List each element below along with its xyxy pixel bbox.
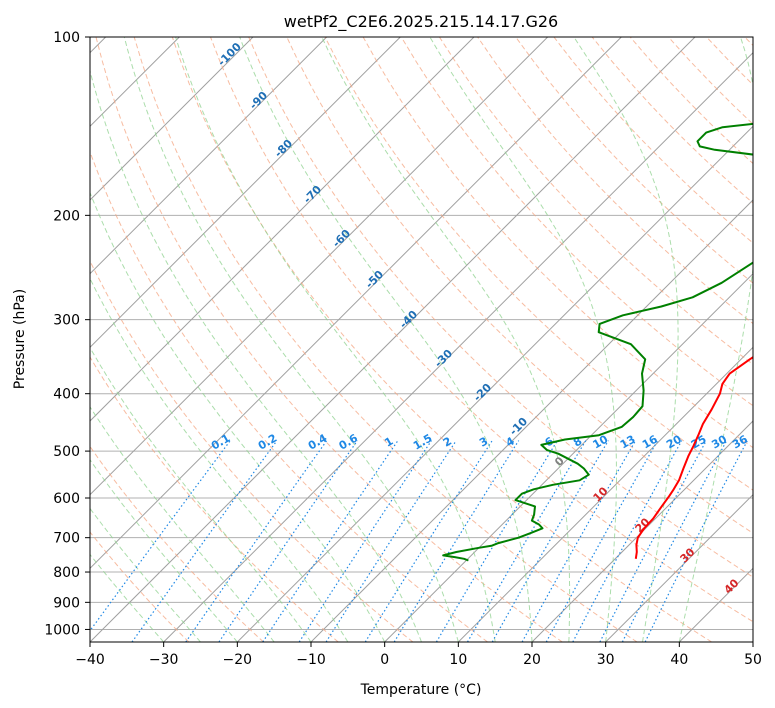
mixing-ratio-line (491, 440, 609, 642)
isotherm (90, 37, 254, 201)
x-tick-label: 30 (597, 652, 615, 668)
y-tick-label: 1000 (44, 622, 80, 638)
moist-adiabat (90, 405, 275, 642)
moist-adiabat (429, 37, 617, 642)
moist-adiabat (175, 37, 496, 642)
mixing-ratio-line (466, 440, 587, 642)
dry-adiabat (90, 531, 190, 642)
y-tick-label: 900 (53, 595, 80, 611)
mixing-ratio-lines (90, 440, 748, 642)
mixing-ratio-line (545, 440, 659, 642)
x-tick-label: 40 (670, 652, 688, 668)
mixing-ratio-line (185, 440, 328, 642)
isotherm (90, 37, 475, 422)
isotherm (163, 51, 753, 642)
dry-adiabat (90, 445, 264, 642)
x-axis: −40 −30 −20 −10 0 10 20 30 40 50 (75, 642, 762, 668)
y-tick-label: 800 (53, 565, 80, 581)
chart-title: wetPf2_C2E6.2025.215.14.17.G26 (284, 12, 558, 32)
x-tick-label: 10 (449, 652, 467, 668)
moist-adiabat (123, 37, 459, 642)
moist-adiabat (239, 37, 533, 642)
isotherm (605, 493, 753, 642)
mixing-ratio-line (262, 440, 399, 642)
mixing-ratio-line (131, 440, 278, 642)
y-tick-label: 600 (53, 491, 80, 507)
y-tick-label: 100 (53, 30, 80, 46)
dry-adiabat (248, 37, 753, 578)
mixing-ratio-line (325, 440, 457, 642)
dry-adiabat (90, 356, 339, 642)
mixing-ratio-line (90, 440, 231, 632)
x-tick-label: −20 (223, 652, 253, 668)
isotherm (90, 37, 622, 570)
dry-adiabat (95, 37, 563, 642)
isotherm (457, 346, 753, 642)
mixing-ratio-line (435, 440, 558, 642)
moist-adiabats (90, 37, 753, 642)
y-axis: 100 200 300 400 500 600 700 800 900 1000 (44, 30, 90, 638)
moist-adiabat (573, 37, 679, 642)
mixing-ratio-line (644, 440, 748, 642)
moist-adiabat (90, 191, 386, 642)
isotherm (90, 37, 401, 349)
isotherm (90, 37, 328, 275)
dry-adiabat (400, 37, 753, 407)
mixing-ratio-line (572, 440, 683, 642)
moist-adiabat (90, 458, 238, 642)
isotherm (236, 125, 753, 642)
x-tick-label: −10 (296, 652, 326, 668)
y-tick-label: 400 (53, 387, 80, 403)
x-axis-label: Temperature (°C) (360, 682, 482, 698)
x-tick-label: 20 (523, 652, 541, 668)
dry-adiabat (171, 37, 712, 642)
y-tick-label: 700 (53, 531, 80, 547)
isotherm (384, 272, 753, 642)
plot-frame (89, 36, 754, 643)
dry-adiabat (515, 37, 753, 284)
dry-adiabat (210, 37, 753, 623)
moist-adiabat (90, 346, 312, 642)
x-tick-label: −30 (149, 652, 179, 668)
plot-area: -100-90-80-70-60-50-40-30-20-10010203040… (90, 37, 753, 642)
mixing-ratio-line (298, 440, 432, 642)
y-tick-label: 500 (53, 444, 80, 460)
dry-adiabats (90, 37, 753, 642)
y-tick-label: 300 (53, 313, 80, 329)
mixing-ratio-line (393, 440, 520, 642)
series-layer (442, 122, 753, 562)
mixing-ratio-line (521, 440, 637, 642)
y-axis-label: Pressure (hPa) (12, 289, 28, 389)
x-tick-label: 0 (380, 652, 389, 668)
x-tick-label: 50 (744, 652, 762, 668)
mixing-ratio-line (364, 440, 493, 642)
dry-adiabat (324, 37, 753, 491)
isotherm (90, 37, 549, 496)
dewpoint-profile-line (442, 122, 753, 562)
isotherm (531, 420, 753, 642)
dry-adiabat (438, 37, 753, 366)
temperature-profile-line (634, 356, 753, 559)
moist-adiabat (678, 37, 753, 642)
dry-adiabat (90, 259, 414, 642)
y-tick-label: 200 (53, 208, 80, 224)
dry-adiabat (90, 150, 488, 642)
moist-adiabat (90, 277, 349, 642)
dry-adiabat (133, 37, 638, 642)
x-tick-label: −40 (75, 652, 105, 668)
moist-adiabat (321, 37, 571, 642)
